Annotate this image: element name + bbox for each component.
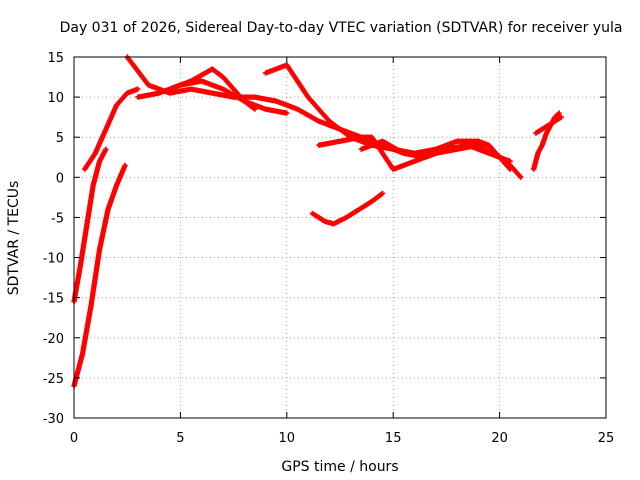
y-tick-label: 10 — [47, 91, 64, 106]
series-arc-late-2 — [531, 110, 562, 172]
data-point — [135, 86, 141, 92]
data-point — [284, 110, 290, 116]
y-tick-label: -30 — [43, 412, 64, 427]
data-point — [103, 146, 109, 152]
data-point — [518, 174, 524, 180]
data-point — [558, 114, 564, 120]
data-point — [555, 111, 561, 117]
series-arc-low — [309, 190, 386, 227]
y-tick-label: -15 — [43, 292, 64, 307]
x-tick-label: 5 — [176, 431, 184, 446]
x-tick-label: 25 — [598, 431, 615, 446]
x-tick-label: 15 — [385, 431, 402, 446]
x-tick-label: 20 — [491, 431, 508, 446]
series-arc-mid-3 — [167, 66, 258, 112]
x-tick-label: 0 — [70, 431, 78, 446]
series-arc-rise-2 — [71, 162, 128, 389]
chart-title: Day 031 of 2026, Sidereal Day-to-day VTE… — [60, 20, 623, 36]
x-axis-label: GPS time / hours — [281, 459, 398, 475]
y-tick-label: 5 — [56, 131, 64, 146]
y-tick-label: -5 — [51, 211, 64, 226]
data-point — [122, 162, 128, 168]
grid — [74, 57, 606, 418]
x-tick-label: 10 — [279, 431, 296, 446]
data-points — [71, 54, 564, 389]
data-point — [252, 106, 258, 112]
y-tick-label: 0 — [56, 171, 64, 186]
data-point — [556, 110, 562, 116]
series-arc-rise-3 — [82, 86, 141, 172]
axis-ticks: 0 5 10 15 20 25 15 10 5 0 -5 -10 -15 -20 -25 -30 — [43, 51, 615, 446]
y-axis-label: SDTVAR / TECUs — [6, 181, 22, 296]
y-tick-label: -10 — [43, 252, 64, 267]
series-arc-late-1 — [411, 138, 524, 180]
series-arc-late-3 — [533, 114, 564, 136]
data-point — [379, 190, 386, 196]
y-tick-label: 15 — [47, 51, 64, 66]
y-tick-label: -25 — [43, 372, 64, 387]
plot-frame — [73, 56, 607, 419]
y-tick-label: -20 — [43, 332, 64, 347]
